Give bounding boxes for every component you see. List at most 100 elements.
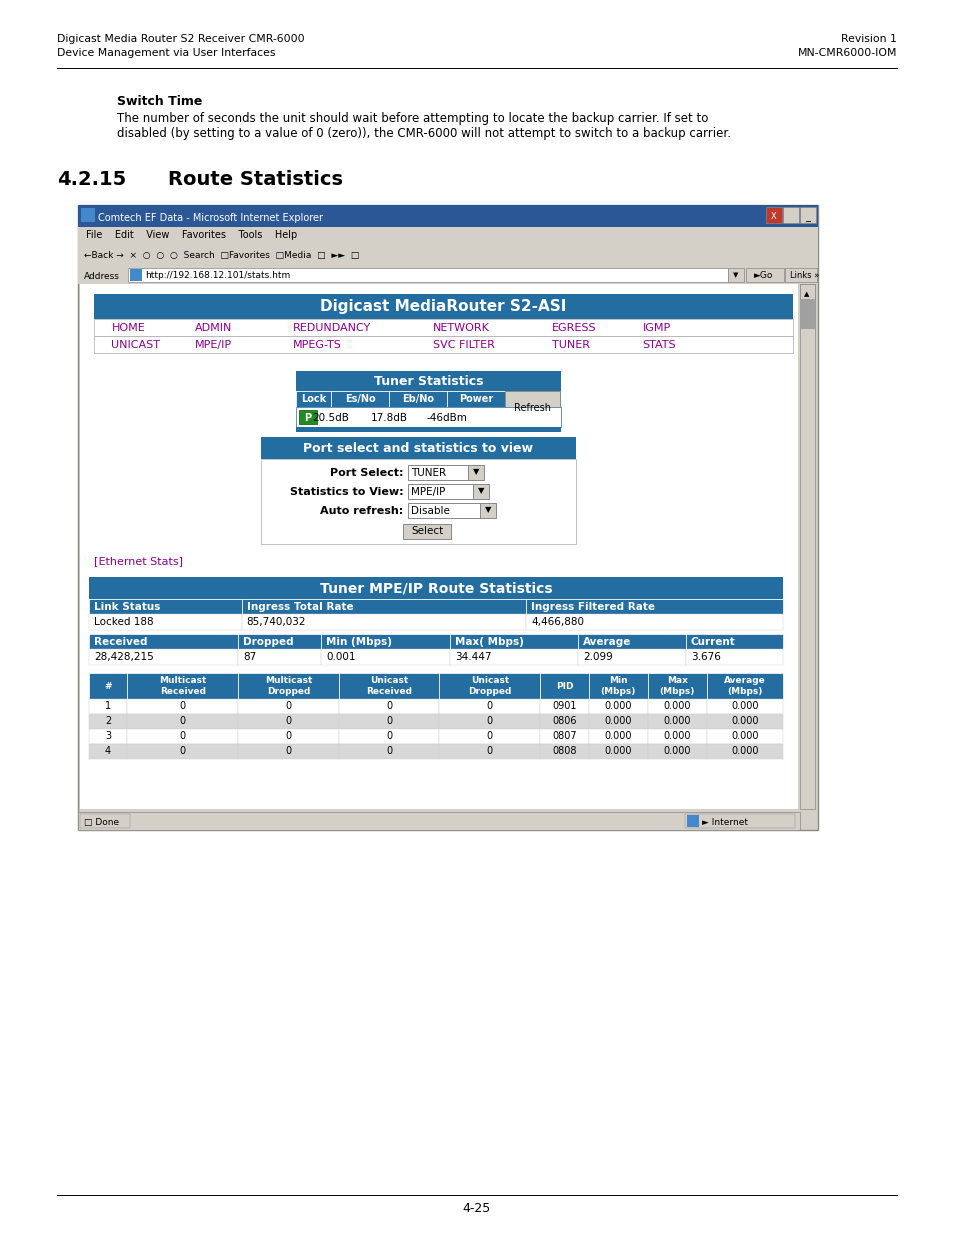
Bar: [800, 299, 814, 329]
Text: Max( Mbps): Max( Mbps): [455, 637, 523, 647]
Bar: [439, 714, 539, 729]
Bar: [782, 207, 799, 224]
Text: UNICAST: UNICAST: [112, 340, 160, 350]
Bar: [800, 284, 814, 809]
Bar: [127, 673, 238, 699]
Text: disabled (by setting to a value of 0 (zero)), the CMR-6000 will not attempt to s: disabled (by setting to a value of 0 (ze…: [117, 127, 730, 140]
Text: 0: 0: [285, 746, 292, 756]
Bar: [727, 268, 743, 282]
Bar: [338, 699, 439, 714]
Bar: [800, 284, 814, 299]
Bar: [403, 524, 451, 538]
Text: 0: 0: [179, 746, 186, 756]
Bar: [94, 319, 792, 336]
Bar: [439, 699, 539, 714]
Text: 2: 2: [105, 716, 112, 726]
Text: _: _: [804, 212, 810, 222]
Text: REDUNDANCY: REDUNDANCY: [293, 324, 371, 333]
Bar: [238, 714, 338, 729]
Bar: [578, 650, 685, 664]
Bar: [647, 673, 706, 699]
Bar: [78, 205, 817, 830]
Text: 85,740,032: 85,740,032: [247, 618, 306, 627]
Bar: [800, 207, 815, 224]
Text: Auto refresh:: Auto refresh:: [320, 506, 403, 516]
Text: Ingress Total Rate: Ingress Total Rate: [247, 601, 353, 613]
Bar: [338, 729, 439, 743]
Text: 0.000: 0.000: [604, 701, 631, 711]
Bar: [295, 370, 560, 391]
Text: Disable: Disable: [411, 506, 450, 516]
Bar: [685, 650, 782, 664]
Text: 0.000: 0.000: [730, 746, 758, 756]
Text: 0.000: 0.000: [604, 731, 631, 741]
Text: Current: Current: [690, 637, 735, 647]
Text: Multicast: Multicast: [265, 676, 312, 685]
Text: X: X: [770, 212, 776, 221]
Bar: [238, 673, 338, 699]
Text: 0.000: 0.000: [604, 716, 631, 726]
Bar: [128, 268, 727, 282]
Bar: [745, 268, 783, 282]
Bar: [89, 743, 127, 760]
Bar: [127, 714, 238, 729]
Bar: [238, 729, 338, 743]
Bar: [81, 207, 95, 222]
Bar: [127, 743, 238, 760]
Text: [Ethernet Stats]: [Ethernet Stats]: [94, 556, 183, 566]
Text: 4.2.15: 4.2.15: [57, 170, 126, 189]
Bar: [238, 650, 321, 664]
Bar: [295, 408, 560, 427]
Text: 0.000: 0.000: [662, 731, 690, 741]
Bar: [526, 614, 782, 630]
Text: Digicast MediaRouter S2-ASI: Digicast MediaRouter S2-ASI: [320, 299, 566, 314]
Text: Received: Received: [366, 687, 412, 697]
Bar: [706, 743, 782, 760]
Bar: [439, 673, 539, 699]
Text: MPE/IP: MPE/IP: [411, 487, 445, 496]
Bar: [588, 729, 647, 743]
Text: 0: 0: [179, 701, 186, 711]
Bar: [89, 614, 241, 630]
Text: ▲: ▲: [803, 291, 809, 296]
Text: MPEG-TS: MPEG-TS: [293, 340, 342, 350]
Text: TUNER: TUNER: [551, 340, 589, 350]
Text: 0: 0: [486, 701, 493, 711]
Text: 0: 0: [486, 746, 493, 756]
Bar: [295, 427, 560, 432]
Bar: [80, 814, 130, 827]
Text: TUNER: TUNER: [411, 468, 446, 478]
Text: NETWORK: NETWORK: [433, 324, 490, 333]
Text: Statistics to View:: Statistics to View:: [290, 487, 403, 496]
Bar: [408, 466, 468, 480]
Bar: [338, 673, 439, 699]
Text: 3.676: 3.676: [690, 652, 720, 662]
Bar: [338, 743, 439, 760]
Text: MPE/IP: MPE/IP: [195, 340, 233, 350]
Text: Eb/No: Eb/No: [401, 394, 434, 404]
Bar: [539, 699, 588, 714]
Bar: [439, 743, 539, 760]
Text: 0808: 0808: [552, 746, 576, 756]
Bar: [706, 729, 782, 743]
Text: 34.447: 34.447: [455, 652, 491, 662]
Bar: [706, 673, 782, 699]
Text: 4-25: 4-25: [462, 1202, 491, 1215]
Text: ▼: ▼: [477, 487, 484, 495]
Text: ►Go: ►Go: [753, 270, 773, 280]
Bar: [127, 699, 238, 714]
Bar: [539, 714, 588, 729]
Text: 0: 0: [386, 746, 392, 756]
Bar: [439, 729, 539, 743]
Text: Device Management via User Interfaces: Device Management via User Interfaces: [57, 48, 275, 58]
Bar: [338, 714, 439, 729]
Text: 0.000: 0.000: [662, 701, 690, 711]
Text: 0: 0: [285, 701, 292, 711]
Text: PID: PID: [555, 682, 573, 692]
Text: 0807: 0807: [552, 731, 577, 741]
Text: 0: 0: [179, 716, 186, 726]
Text: Average: Average: [723, 676, 765, 685]
Text: Digicast Media Router S2 Receiver CMR-6000: Digicast Media Router S2 Receiver CMR-60…: [57, 35, 304, 44]
Text: ► Internet: ► Internet: [701, 818, 747, 827]
Bar: [588, 673, 647, 699]
